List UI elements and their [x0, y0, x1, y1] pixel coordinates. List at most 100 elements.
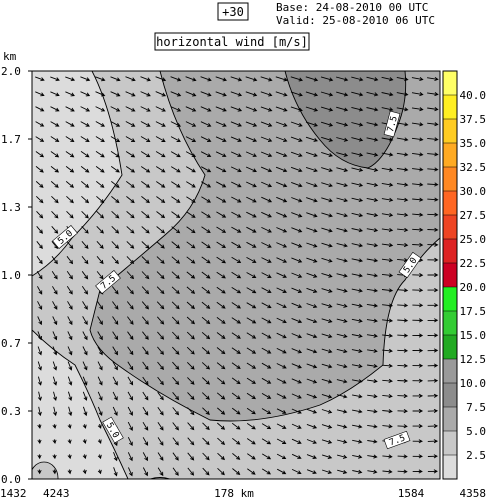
wind-arrow	[412, 152, 424, 157]
wind-arrow	[125, 76, 136, 82]
wind-arrow	[216, 271, 226, 279]
wind-arrow	[291, 438, 302, 444]
wind-arrow	[127, 452, 133, 462]
wind-arrow	[427, 303, 439, 308]
wind-arrow	[306, 227, 318, 233]
wind-arrow	[320, 121, 334, 127]
wind-arrow	[171, 346, 180, 355]
wind-arrow	[396, 76, 409, 82]
wind-arrow	[111, 286, 119, 295]
wind-arrow	[37, 406, 42, 417]
colorbar-swatch	[443, 311, 457, 335]
wind-arrow	[351, 106, 364, 112]
wind-arrow	[50, 151, 60, 158]
y-axis: 0.0 0.3 0.7 1.0 1.3 1.7 2.0	[1, 65, 32, 486]
wind-arrow	[412, 454, 423, 459]
wind-arrow	[306, 333, 318, 339]
wind-arrow	[200, 76, 212, 82]
wind-arrow	[427, 423, 439, 429]
wind-arrow	[142, 391, 149, 401]
colorbar-label: 12.5	[460, 353, 487, 366]
wind-arrow	[427, 137, 439, 142]
wind-arrow	[276, 378, 287, 384]
wind-arrow	[367, 348, 378, 353]
wind-arrow	[51, 210, 59, 219]
wind-arrow	[170, 121, 182, 127]
wind-arrow	[155, 166, 166, 173]
wind-arrow	[96, 225, 104, 234]
wind-arrow	[427, 182, 439, 187]
wind-arrow	[411, 122, 424, 127]
wind-arrow	[185, 106, 197, 112]
wind-arrow	[412, 273, 424, 278]
wind-arrow	[216, 226, 227, 233]
y-tick-label: 0.3	[1, 405, 21, 418]
wind-arrow	[157, 391, 164, 401]
wind-arrow	[276, 242, 288, 248]
wind-arrow	[291, 363, 302, 369]
wind-arrow	[67, 454, 72, 460]
wind-arrow	[201, 241, 211, 249]
wind-arrow	[412, 408, 424, 414]
wind-arrow	[215, 166, 227, 173]
wind-arrow	[200, 106, 212, 112]
colorbar-label: 27.5	[460, 209, 487, 222]
wind-arrow	[201, 362, 211, 370]
colorbar-label: 22.5	[460, 257, 487, 270]
wind-arrow	[112, 406, 118, 416]
wind-arrow	[321, 469, 333, 475]
wind-arrow	[351, 348, 363, 354]
wind-arrow	[37, 424, 42, 429]
wind-arrow	[276, 453, 287, 460]
wind-arrow	[396, 212, 409, 217]
wind-arrow	[261, 242, 272, 248]
wind-arrow	[35, 181, 44, 188]
contour-label: 7.5	[386, 115, 400, 133]
wind-arrow	[306, 257, 318, 263]
wind-arrow	[142, 361, 149, 371]
wind-arrow	[427, 378, 439, 383]
wind-arrow	[126, 271, 135, 280]
wind-arrow	[126, 211, 135, 219]
wind-arrow	[186, 196, 196, 203]
wind-arrow	[366, 333, 378, 338]
wind-arrow	[412, 242, 424, 248]
wind-arrow	[427, 92, 439, 97]
wind-arrow	[427, 348, 439, 353]
wind-arrow	[396, 197, 409, 202]
wind-arrow	[186, 271, 196, 279]
wind-arrow	[231, 256, 242, 263]
wind-arrow	[187, 392, 195, 400]
wind-arrow	[291, 181, 303, 188]
colorbar: 2.5 5.0 7.5 10.0 12.5 15.0 17.5 20.0 22.5 25.0 27.…	[442, 70, 487, 480]
wind-arrow	[290, 76, 303, 82]
wind-arrow	[65, 136, 75, 142]
contour-line	[32, 329, 129, 479]
wind-arrow	[232, 437, 241, 445]
wind-arrow	[336, 167, 349, 172]
wind-arrow	[321, 348, 333, 354]
wind-arrow	[125, 91, 136, 97]
wind-arrow	[352, 424, 363, 429]
wind-arrow	[276, 211, 288, 218]
wind-arrow	[155, 106, 166, 112]
wind-arrow	[397, 348, 409, 353]
wind-arrow	[112, 391, 118, 401]
wind-arrow	[97, 406, 103, 416]
colorbar-swatch	[443, 215, 457, 239]
wind-arrow	[157, 376, 164, 386]
wind-arrow	[396, 167, 409, 172]
wind-arrow	[37, 376, 42, 386]
wind-arrow	[260, 106, 273, 112]
wind-arrow	[381, 273, 394, 278]
wind-arrow	[275, 121, 288, 127]
wind-arrow	[366, 212, 379, 218]
wind-arrow	[111, 210, 120, 219]
wind-arrow	[427, 454, 438, 459]
wind-arrow	[412, 439, 423, 444]
wind-arrow	[67, 391, 73, 401]
wind-arrow	[201, 181, 212, 188]
wind-arrow	[140, 106, 151, 112]
wind-arrow	[412, 318, 424, 323]
wind-arrow	[261, 453, 272, 460]
